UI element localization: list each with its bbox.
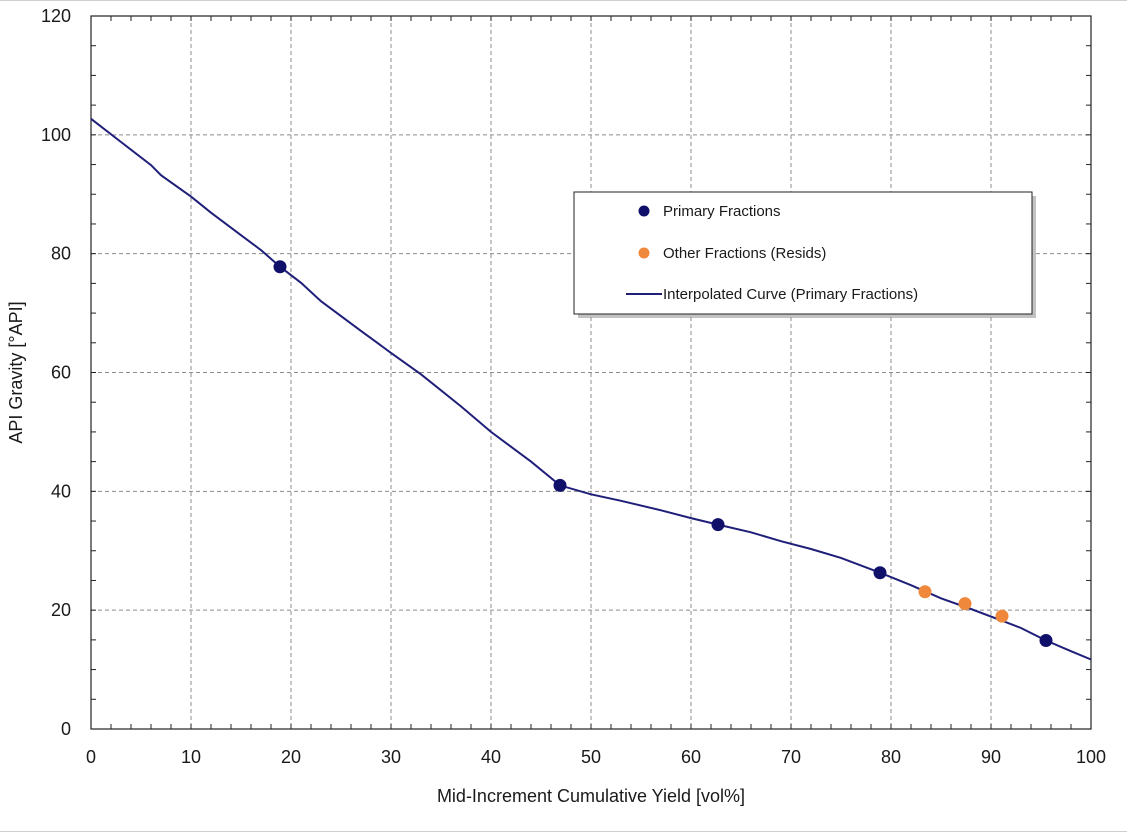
legend-primary-marker [638,205,650,217]
primary-fraction-point [873,566,887,580]
y-tick-label: 80 [51,244,71,264]
other-fraction-point [958,597,972,611]
top-divider [0,0,1127,1]
y-tick-label: 120 [41,6,71,26]
legend-label: Other Fractions (Resids) [663,245,826,262]
x-tick-label: 90 [981,747,1001,767]
bottom-divider [0,831,1127,832]
x-tick-label: 0 [86,747,96,767]
x-tick-label: 10 [181,747,201,767]
primary-fraction-point [553,478,567,492]
y-tick-label: 60 [51,363,71,383]
y-tick-label: 20 [51,600,71,620]
other-fraction-point [918,585,932,599]
primary-fraction-point [711,518,725,532]
x-tick-label: 20 [281,747,301,767]
legend-box [573,191,1033,315]
y-tick-label: 0 [61,719,71,739]
other-fraction-point [995,609,1009,623]
y-axis-title: API Gravity [°API] [6,301,26,443]
x-tick-label: 80 [881,747,901,767]
x-tick-label: 30 [381,747,401,767]
y-tick-label: 40 [51,481,71,501]
legend-other-marker [638,247,650,259]
grid [91,16,1091,729]
x-axis-title: Mid-Increment Cumulative Yield [vol%] [437,786,745,806]
legend-label: Interpolated Curve (Primary Fractions) [663,286,918,303]
primary-fraction-point [273,260,287,274]
x-tick-label: 50 [581,747,601,767]
legend: Primary Fractions Other Fractions (Resids… [573,191,1036,318]
interpolated-curve-line [90,118,1092,661]
axes: 0 10 20 30 40 50 60 70 80 90 100 0 20 40 60 80 100 120 Mid… [6,6,1106,806]
x-tick-label: 70 [781,747,801,767]
y-tick-label: 100 [41,125,71,145]
series [90,118,1092,661]
x-tick-label: 40 [481,747,501,767]
x-tick-label: 60 [681,747,701,767]
legend-label: Primary Fractions [663,203,781,220]
x-tick-label: 100 [1076,747,1106,767]
primary-fraction-point [1039,633,1053,647]
